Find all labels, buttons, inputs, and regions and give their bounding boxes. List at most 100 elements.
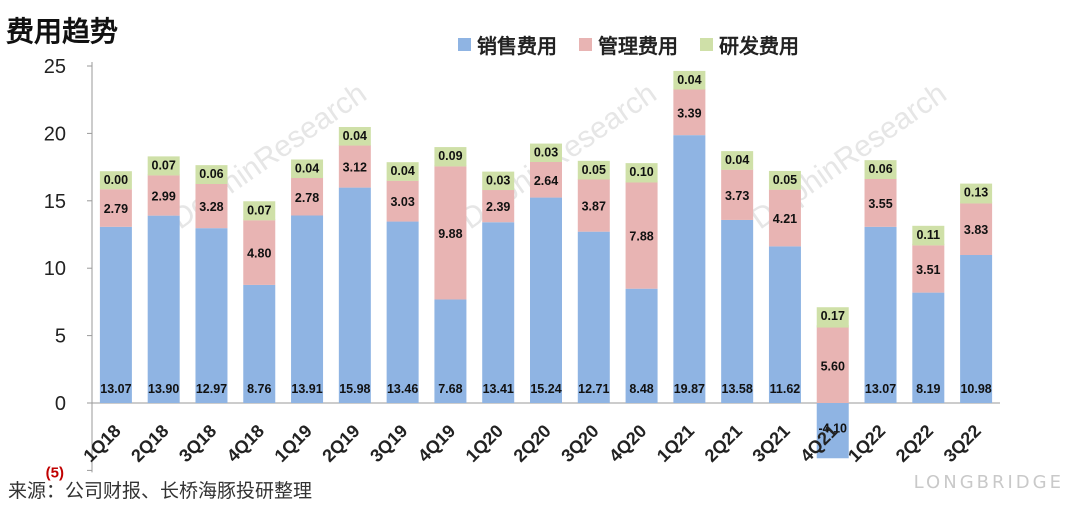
data-label-rd: 0.06 (199, 167, 223, 181)
x-tick-label: 4Q20 (605, 421, 650, 466)
bar-rd-cap-3Q22 (960, 183, 993, 204)
data-label-admin: 2.64 (534, 174, 558, 188)
bar-admin-3Q19 (386, 180, 419, 222)
bar-rd-cap-1Q19 (291, 159, 324, 179)
data-label-sales: 13.46 (387, 382, 418, 396)
data-label-admin: 3.12 (343, 161, 367, 175)
bar-rd-cap-4Q19 (434, 147, 467, 167)
source-note: 来源：公司财报、长桥海豚投研整理 (8, 480, 313, 502)
x-tick-label: 3Q19 (366, 421, 411, 466)
data-label-admin: 2.99 (152, 189, 176, 203)
bar-rd-cap-1Q20 (482, 171, 515, 191)
x-tick-label: 2Q19 (318, 421, 363, 466)
data-label-admin: 3.51 (916, 263, 940, 277)
data-label-admin: 9.88 (438, 227, 462, 241)
bar-sales-4Q20 (625, 288, 658, 403)
x-tick-label: 1Q22 (844, 421, 889, 466)
bar-admin-1Q20 (482, 190, 515, 223)
data-label-sales: 8.76 (247, 382, 271, 396)
data-label-admin: 3.55 (868, 197, 892, 211)
data-label-admin: 7.88 (629, 230, 653, 244)
chart-title: 费用趋势 (6, 15, 119, 48)
bar-admin-3Q20 (577, 179, 610, 232)
bar-rd-cap-4Q18 (243, 201, 276, 221)
bar-rd-cap-3Q21 (768, 170, 801, 190)
bar-rd-cap-2Q21 (721, 151, 754, 170)
x-tick-label: 1Q19 (271, 421, 316, 466)
x-tick-label: 3Q22 (940, 421, 985, 466)
x-tick-label: 4Q18 (223, 421, 268, 466)
legend-label-sales: 销售费用 (477, 34, 557, 58)
bar-sales-2Q20 (530, 197, 562, 403)
bar-admin-1Q22 (864, 178, 897, 227)
data-label-rd: 0.03 (534, 146, 558, 160)
data-label-rd: 0.10 (629, 165, 653, 179)
bar-admin-2Q22 (912, 245, 945, 293)
x-tick-label: 2Q22 (892, 421, 937, 466)
legend-swatch-rd (700, 38, 713, 51)
x-tick-label: 3Q21 (748, 421, 793, 466)
bar-sales-2Q19 (338, 187, 371, 403)
y-tick-label: 20 (44, 123, 66, 145)
bar-sales-3Q18 (195, 228, 228, 403)
data-label-rd: 0.04 (677, 73, 701, 87)
bar-rd-cap-3Q18 (195, 165, 228, 184)
x-tick-label: 2Q18 (127, 421, 172, 466)
bar-rd-cap-2Q22 (912, 225, 945, 246)
bar-admin-2Q20 (530, 161, 562, 198)
data-label-admin: 2.79 (104, 202, 128, 216)
y-tick-label: 5 (55, 326, 66, 348)
x-tick-label: 3Q18 (175, 421, 220, 466)
bar-sales-3Q22 (960, 254, 993, 403)
bar-sales-4Q18 (243, 284, 276, 403)
bar-sales-4Q21 (816, 403, 849, 459)
bar-admin-2Q21 (721, 169, 754, 220)
bar-rd-cap-1Q21 (673, 70, 706, 90)
data-label-sales: 10.98 (960, 382, 991, 396)
bar-rd-cap-3Q19 (386, 162, 419, 181)
bar-admin-1Q19 (291, 178, 324, 216)
data-label-sales: 12.71 (578, 382, 609, 396)
bar-sales-3Q21 (768, 246, 801, 403)
legend-item-admin: 管理费用 (579, 30, 678, 59)
data-label-sales: 7.68 (438, 382, 462, 396)
bar-sales-4Q19 (434, 299, 467, 403)
x-tick-label: 1Q21 (653, 421, 698, 466)
data-label-sales: 13.07 (865, 382, 896, 396)
data-label-rd: 0.13 (964, 186, 988, 200)
y-tick-label: 25 (44, 56, 66, 78)
data-label-admin: 4.21 (773, 212, 797, 226)
bar-admin-4Q18 (243, 220, 276, 285)
data-label-sales: 13.91 (291, 382, 322, 396)
data-label-rd: 0.06 (868, 162, 892, 176)
data-label-sales: 11.62 (770, 382, 801, 396)
x-tick-label: 4Q19 (414, 421, 459, 466)
bar-rd-cap-1Q18 (99, 171, 132, 190)
data-label-admin: 4.80 (247, 247, 271, 261)
bar-admin-3Q22 (960, 203, 993, 255)
bar-sales-2Q18 (147, 215, 180, 403)
bar-admin-3Q21 (768, 189, 801, 247)
data-label-admin: 3.87 (582, 200, 606, 214)
legend-item-rd: 研发费用 (700, 30, 799, 59)
data-label-rd: 0.04 (725, 153, 749, 167)
bar-rd-cap-4Q20 (625, 163, 658, 183)
data-label-admin: 3.28 (199, 200, 223, 214)
bar-sales-3Q20 (577, 231, 610, 403)
data-label-admin: 3.73 (725, 189, 749, 203)
bar-rd-cap-1Q22 (864, 160, 897, 179)
data-label-admin: 2.39 (486, 200, 510, 214)
bar-admin-1Q21 (673, 89, 706, 136)
data-label-rd: 0.07 (152, 158, 176, 172)
y-tick-label: 10 (44, 258, 66, 280)
data-label-sales: -4.10 (818, 421, 847, 435)
bar-sales-1Q20 (482, 222, 515, 403)
bar-rd-cap-2Q20 (530, 143, 562, 162)
watermark-brand: LONGBRIDGE (913, 472, 1064, 493)
bar-sales-1Q19 (291, 215, 324, 403)
bar-sales-1Q21 (673, 135, 706, 403)
bar-admin-1Q18 (99, 189, 132, 227)
data-label-rd: 0.04 (295, 161, 319, 175)
data-label-sales: 8.48 (629, 382, 653, 396)
